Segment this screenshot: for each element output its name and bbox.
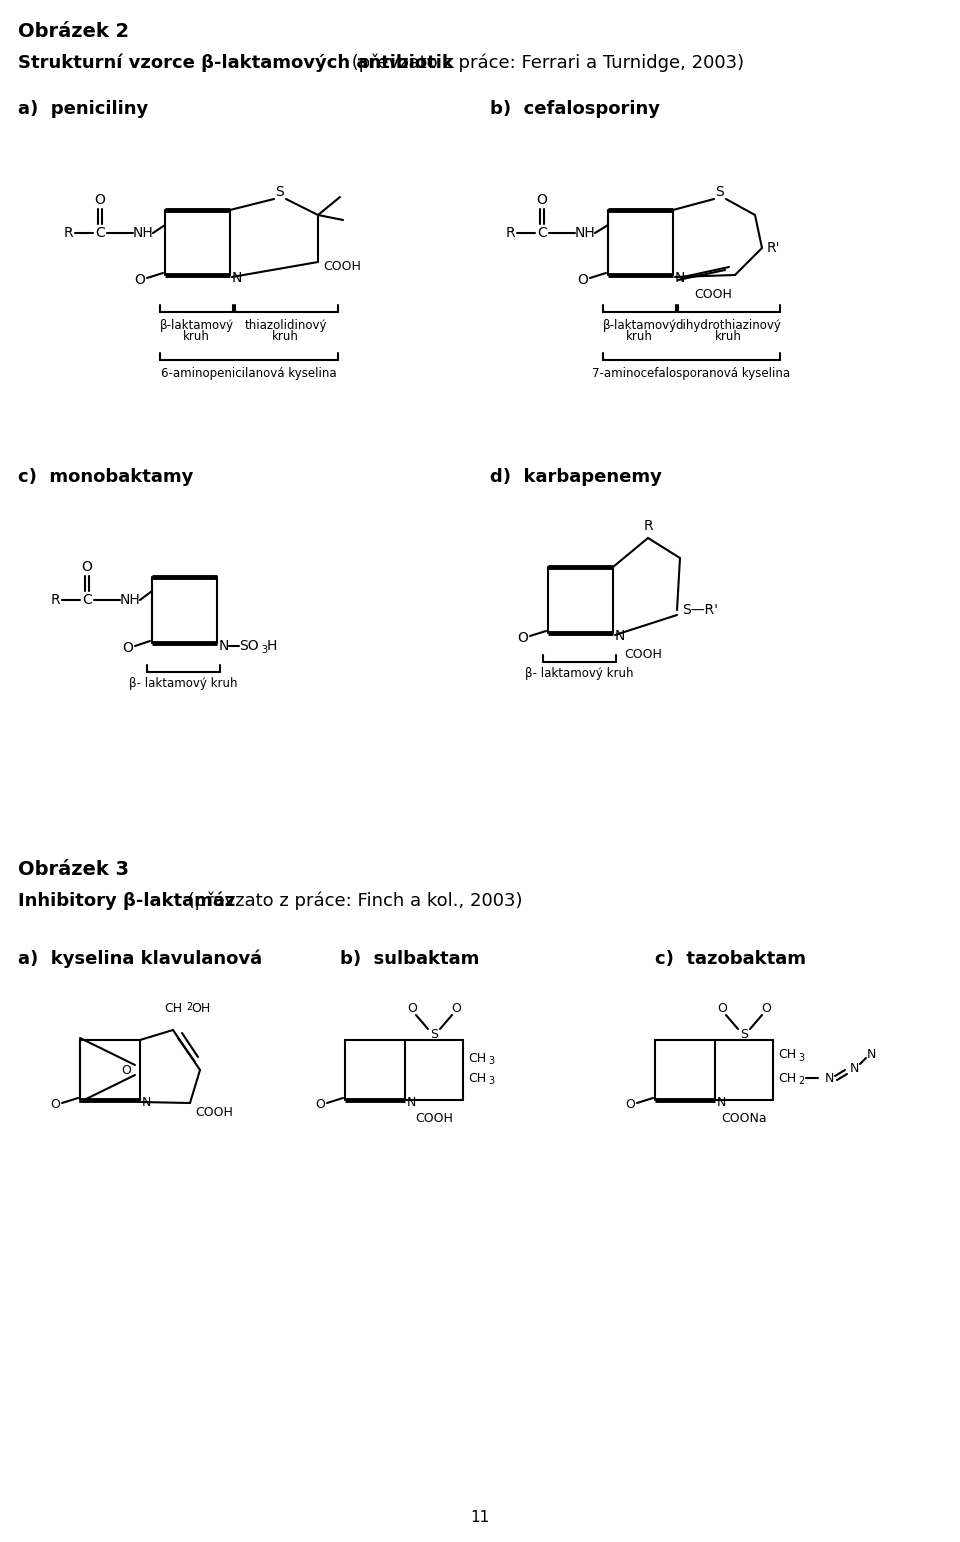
Text: CH: CH bbox=[778, 1072, 796, 1084]
Text: (převzato z práce: Ferrari a Turnidge, 2003): (převzato z práce: Ferrari a Turnidge, 2… bbox=[346, 54, 744, 72]
Text: N: N bbox=[219, 638, 229, 652]
Text: 7-aminocefalosporanová kyselina: 7-aminocefalosporanová kyselina bbox=[592, 367, 791, 379]
Text: kruh: kruh bbox=[272, 330, 299, 344]
Text: kruh: kruh bbox=[714, 330, 741, 344]
Text: O: O bbox=[451, 1002, 461, 1016]
Text: O: O bbox=[407, 1002, 417, 1016]
Text: N: N bbox=[675, 271, 685, 285]
Text: O: O bbox=[134, 273, 145, 287]
Text: N: N bbox=[867, 1047, 876, 1061]
Text: c)  tazobaktam: c) tazobaktam bbox=[655, 950, 806, 968]
Text: S: S bbox=[430, 1029, 438, 1041]
Text: CH: CH bbox=[164, 1002, 182, 1015]
Text: O: O bbox=[517, 631, 528, 645]
Text: 6-aminopenicilanová kyselina: 6-aminopenicilanová kyselina bbox=[161, 367, 337, 379]
Text: O: O bbox=[121, 1064, 131, 1076]
Text: R: R bbox=[63, 227, 73, 241]
Text: O: O bbox=[123, 641, 133, 655]
Text: d)  karbapenemy: d) karbapenemy bbox=[490, 469, 661, 486]
Text: Inhibitory β-laktamáz: Inhibitory β-laktamáz bbox=[18, 891, 235, 910]
Text: O: O bbox=[717, 1002, 727, 1016]
Text: N: N bbox=[850, 1061, 859, 1075]
Text: Obrázek 2: Obrázek 2 bbox=[18, 22, 130, 42]
Text: O: O bbox=[625, 1098, 635, 1112]
Text: N: N bbox=[615, 629, 625, 643]
Text: β-laktamový: β-laktamový bbox=[603, 319, 677, 332]
Text: 11: 11 bbox=[470, 1511, 490, 1525]
Text: β- laktamový kruh: β- laktamový kruh bbox=[130, 677, 238, 691]
Text: N: N bbox=[407, 1095, 417, 1109]
Text: CH: CH bbox=[468, 1072, 486, 1084]
Text: COOH: COOH bbox=[624, 649, 662, 662]
Text: S—R': S—R' bbox=[682, 603, 718, 617]
Text: CH: CH bbox=[468, 1052, 486, 1064]
Text: O: O bbox=[95, 193, 106, 207]
Text: N: N bbox=[232, 271, 242, 285]
Text: SO: SO bbox=[239, 638, 258, 652]
Text: O: O bbox=[578, 273, 588, 287]
Text: C: C bbox=[95, 227, 105, 241]
Text: R: R bbox=[50, 594, 60, 608]
Text: CH: CH bbox=[778, 1049, 796, 1061]
Text: NH: NH bbox=[132, 227, 154, 241]
Text: COOH: COOH bbox=[694, 288, 732, 302]
Text: N: N bbox=[825, 1072, 834, 1084]
Text: kruh: kruh bbox=[626, 330, 653, 344]
Text: β-laktamový: β-laktamový bbox=[159, 319, 233, 332]
Text: NH: NH bbox=[575, 227, 595, 241]
Text: b)  cefalosporiny: b) cefalosporiny bbox=[490, 100, 660, 119]
Text: 3: 3 bbox=[798, 1053, 804, 1062]
Text: N: N bbox=[717, 1095, 727, 1109]
Text: 3: 3 bbox=[488, 1056, 494, 1066]
Text: H: H bbox=[267, 638, 277, 652]
Text: C: C bbox=[83, 594, 92, 608]
Text: (převzato z práce: Finch a kol., 2003): (převzato z práce: Finch a kol., 2003) bbox=[181, 891, 522, 910]
Text: 3: 3 bbox=[488, 1076, 494, 1086]
Text: b)  sulbaktam: b) sulbaktam bbox=[340, 950, 479, 968]
Text: c)  monobaktamy: c) monobaktamy bbox=[18, 469, 193, 486]
Text: Strukturní vzorce β-laktamových antibiotik: Strukturní vzorce β-laktamových antibiot… bbox=[18, 54, 454, 72]
Text: a)  kyselina klavulanová: a) kyselina klavulanová bbox=[18, 950, 262, 968]
Text: COOH: COOH bbox=[323, 261, 361, 273]
Text: 2: 2 bbox=[798, 1076, 804, 1086]
Text: R': R' bbox=[767, 241, 780, 254]
Text: OH: OH bbox=[191, 1002, 210, 1015]
Text: O: O bbox=[82, 560, 92, 574]
Text: S: S bbox=[740, 1029, 748, 1041]
Text: Obrázek 3: Obrázek 3 bbox=[18, 860, 129, 879]
Text: O: O bbox=[761, 1002, 771, 1016]
Text: COONa: COONa bbox=[721, 1112, 767, 1124]
Text: β- laktamový kruh: β- laktamový kruh bbox=[525, 668, 634, 680]
Text: COOH: COOH bbox=[195, 1107, 233, 1119]
Text: COOH: COOH bbox=[415, 1112, 453, 1124]
Text: O: O bbox=[537, 193, 547, 207]
Text: O: O bbox=[315, 1098, 324, 1112]
Text: NH: NH bbox=[120, 594, 140, 608]
Text: 2: 2 bbox=[186, 1002, 192, 1012]
Text: S: S bbox=[715, 185, 725, 199]
Text: C: C bbox=[538, 227, 547, 241]
Text: a)  peniciliny: a) peniciliny bbox=[18, 100, 148, 119]
Text: thiazolidinový: thiazolidinový bbox=[244, 319, 326, 332]
Text: 3: 3 bbox=[261, 645, 267, 655]
Text: R: R bbox=[643, 520, 653, 534]
Text: O: O bbox=[50, 1098, 60, 1112]
Text: dihydrothiazinový: dihydrothiazinový bbox=[675, 319, 780, 332]
Text: N: N bbox=[142, 1095, 152, 1109]
Text: S: S bbox=[276, 185, 284, 199]
Text: kruh: kruh bbox=[183, 330, 210, 344]
Text: R: R bbox=[505, 227, 515, 241]
